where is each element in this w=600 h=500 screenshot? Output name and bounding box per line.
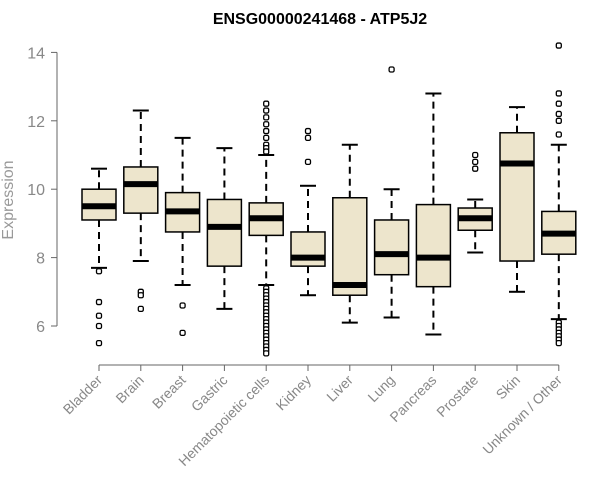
outlier-point — [555, 110, 562, 118]
box-group-gastric — [206, 147, 243, 310]
box-group-breast — [164, 136, 201, 336]
box-iqr — [499, 132, 535, 262]
box-iqr — [373, 219, 410, 276]
outlier-point — [555, 42, 562, 49]
box-group-pancreas — [415, 92, 452, 336]
y-tick-label: 10 — [27, 182, 45, 199]
x-tick-label: Brain — [112, 372, 146, 406]
box-group-brain — [123, 109, 159, 313]
outlier-point — [95, 339, 103, 347]
outlier-point — [95, 322, 103, 330]
outlier-point — [137, 305, 144, 313]
outlier-point — [95, 312, 103, 319]
y-tick-label: 14 — [27, 45, 45, 62]
box-iqr — [332, 197, 368, 296]
x-tick-label: Breast — [149, 372, 189, 412]
box-iqr — [123, 166, 159, 214]
box-group-hematopoietic-cells — [248, 100, 284, 357]
outlier-point — [555, 339, 562, 347]
outlier-point — [555, 90, 562, 97]
box-iqr — [415, 203, 452, 288]
outlier-point — [555, 100, 562, 107]
x-tick-label: Unknown / Other — [479, 372, 565, 458]
box-group-prostate — [457, 151, 493, 254]
outlier-point — [263, 107, 270, 114]
x-tick-label: Lung — [364, 372, 397, 405]
box-group-unknown-other — [541, 42, 577, 347]
outlier-point — [304, 127, 312, 135]
x-tick-label: Kidney — [273, 372, 315, 414]
outlier-point — [472, 165, 479, 172]
box-group-lung — [373, 66, 410, 319]
box-group-bladder — [81, 167, 117, 347]
outlier-point — [137, 292, 144, 299]
outlier-point — [304, 158, 312, 165]
y-axis: 6 8 10 12 14 — [27, 45, 58, 336]
y-tick-label: 8 — [36, 251, 45, 268]
y-axis-label: Expression — [0, 160, 17, 239]
outlier-point — [179, 329, 186, 336]
x-tick-label: Bladder — [60, 372, 106, 418]
outlier-point — [263, 121, 270, 128]
outlier-point — [95, 298, 103, 306]
chart-title: ENSG00000241468 - ATP5J2 — [213, 11, 427, 28]
outlier-point — [263, 148, 270, 155]
x-tick-label: Skin — [493, 372, 524, 403]
outlier-point — [95, 268, 103, 275]
outlier-point — [263, 100, 270, 107]
outlier-point — [472, 158, 479, 165]
plot-area — [81, 42, 577, 357]
box-group-skin — [499, 106, 535, 293]
outlier-point — [472, 151, 479, 159]
outlier-point — [555, 117, 562, 124]
box-iqr — [206, 198, 243, 267]
box-iqr — [290, 231, 326, 267]
outlier-point — [388, 66, 395, 73]
outlier-point — [555, 131, 562, 138]
x-tick-label: Liver — [323, 372, 356, 405]
outlier-point — [304, 134, 312, 142]
outlier-point — [179, 302, 186, 309]
outlier-point — [263, 127, 270, 135]
y-tick-label: 6 — [36, 319, 45, 336]
box-group-kidney — [290, 127, 326, 297]
outlier-point — [263, 134, 270, 142]
x-tick-label: Prostate — [433, 372, 481, 420]
y-tick-label: 12 — [27, 114, 45, 131]
outlier-point — [263, 114, 270, 121]
outlier-point — [263, 350, 270, 357]
box-group-liver — [332, 143, 368, 324]
